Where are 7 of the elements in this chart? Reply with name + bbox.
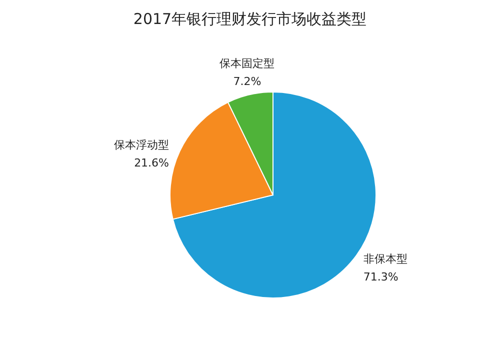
slice-label: 保本浮动型: [114, 138, 169, 152]
slice-label: 保本固定型: [220, 56, 275, 70]
data-label: 7.2%: [233, 74, 262, 88]
data-label: 71.3%: [363, 270, 398, 284]
data-label: 21.6%: [134, 156, 169, 170]
slice-label: 非保本型: [363, 252, 408, 266]
chart-title: 2017年银行理财发行市场收益类型: [133, 10, 367, 28]
